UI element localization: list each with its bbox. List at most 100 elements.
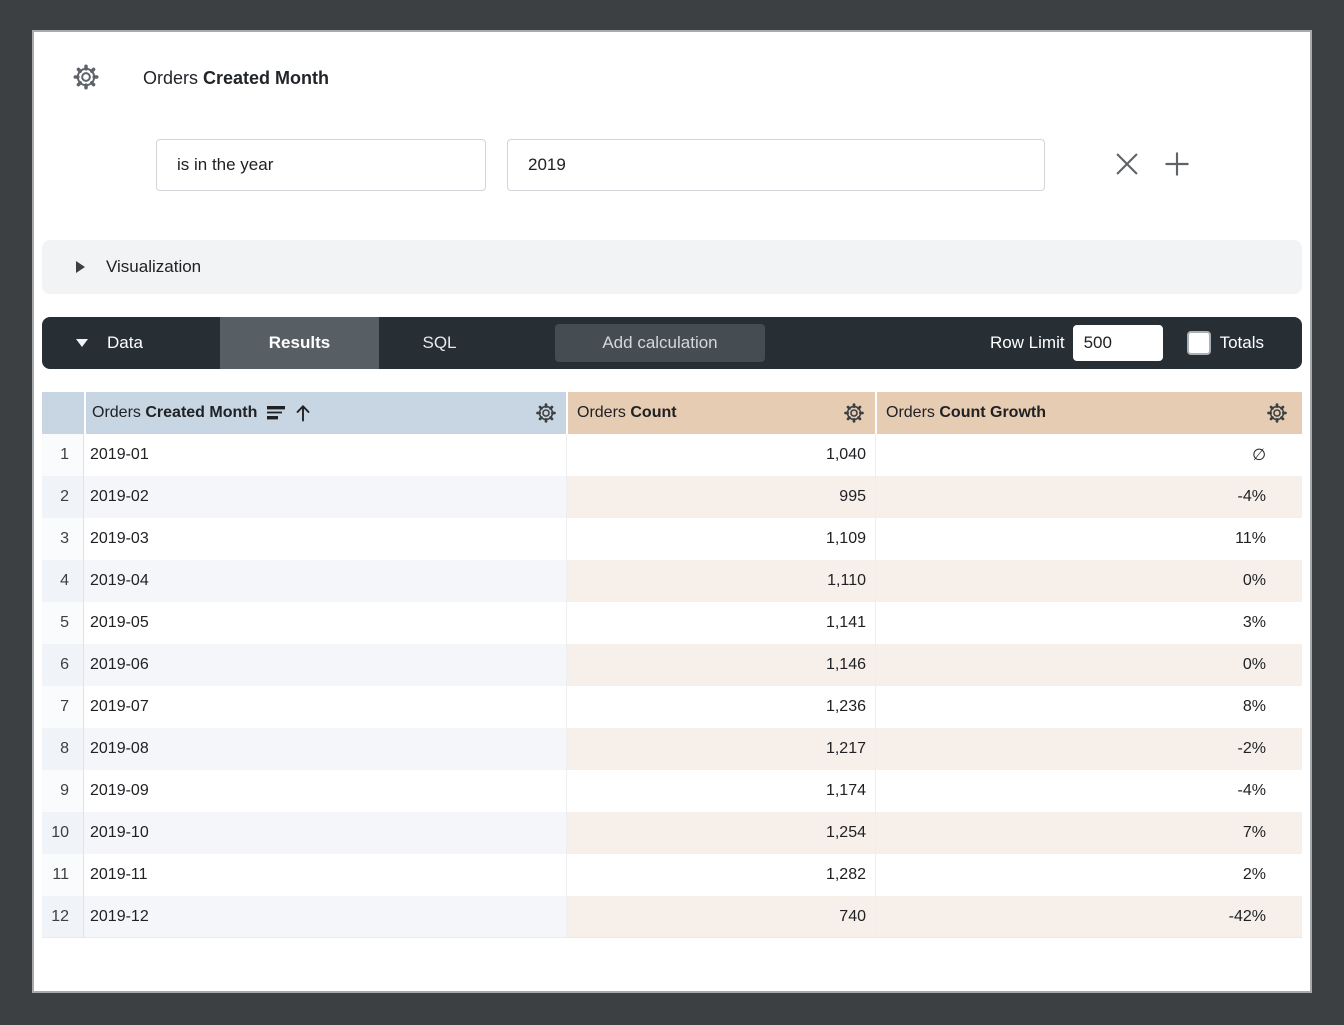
dimension-cell-month[interactable]: 2019-04 bbox=[84, 560, 566, 602]
filter-value-input[interactable]: 2019 bbox=[507, 139, 1045, 191]
measure-cell-count[interactable]: 1,109 bbox=[566, 518, 875, 560]
x-icon bbox=[1111, 148, 1143, 180]
add-filter-button[interactable] bbox=[1161, 148, 1193, 180]
explore-panel: Orders Created Month is in the year 2019… bbox=[32, 30, 1312, 993]
row-number-cell: 1 bbox=[42, 434, 84, 476]
measure-cell-count[interactable]: 1,040 bbox=[566, 434, 875, 476]
measure-cell-growth[interactable]: -2% bbox=[875, 728, 1302, 770]
measure-cell-count[interactable]: 1,110 bbox=[566, 560, 875, 602]
table-row: 7 2019-07 1,236 8% bbox=[42, 686, 1302, 728]
data-section-bar: Data Results SQL Add calculation Row Lim… bbox=[42, 317, 1302, 369]
measure-cell-count[interactable]: 1,141 bbox=[566, 602, 875, 644]
data-label: Data bbox=[107, 333, 143, 352]
data-section-toggle[interactable]: Data bbox=[76, 317, 143, 369]
measure-cell-count[interactable]: 1,146 bbox=[566, 644, 875, 686]
measure-cell-count[interactable]: 1,236 bbox=[566, 686, 875, 728]
tab-results[interactable]: Results bbox=[220, 317, 379, 369]
page-title-prefix: Orders bbox=[143, 68, 199, 88]
column-gear-icon[interactable] bbox=[1266, 402, 1288, 424]
measure-cell-growth[interactable]: 7% bbox=[875, 812, 1302, 854]
row-number-cell: 3 bbox=[42, 518, 84, 560]
measure-cell-growth[interactable]: -42% bbox=[875, 896, 1302, 938]
sort-lines-icon bbox=[266, 405, 286, 422]
measure-cell-growth[interactable]: -4% bbox=[875, 476, 1302, 518]
table-row: 9 2019-09 1,174 -4% bbox=[42, 770, 1302, 812]
row-number-cell: 2 bbox=[42, 476, 84, 518]
results-table-header: Orders Created Month Orders Count Orders… bbox=[42, 392, 1302, 434]
measure-cell-count[interactable]: 1,217 bbox=[566, 728, 875, 770]
remove-filter-button[interactable] bbox=[1111, 148, 1143, 180]
row-number-cell: 4 bbox=[42, 560, 84, 602]
column-gear-icon[interactable] bbox=[535, 402, 557, 424]
column-gear-icon[interactable] bbox=[843, 402, 865, 424]
row-number-cell: 5 bbox=[42, 602, 84, 644]
dimension-cell-month[interactable]: 2019-05 bbox=[84, 602, 566, 644]
row-number-cell: 12 bbox=[42, 896, 84, 938]
row-number-cell: 11 bbox=[42, 854, 84, 896]
dimension-cell-month[interactable]: 2019-06 bbox=[84, 644, 566, 686]
measure-cell-growth[interactable]: ∅ bbox=[875, 434, 1302, 476]
chevron-right-icon bbox=[76, 261, 85, 273]
table-row: 12 2019-12 740 -42% bbox=[42, 896, 1302, 938]
measure-cell-count[interactable]: 1,254 bbox=[566, 812, 875, 854]
measure-cell-growth[interactable]: 0% bbox=[875, 560, 1302, 602]
dimension-cell-month[interactable]: 2019-07 bbox=[84, 686, 566, 728]
measure-cell-count[interactable]: 1,174 bbox=[566, 770, 875, 812]
field-gear-icon[interactable] bbox=[72, 63, 100, 91]
totals-checkbox[interactable] bbox=[1186, 331, 1211, 355]
dimension-cell-month[interactable]: 2019-09 bbox=[84, 770, 566, 812]
dimension-cell-month[interactable]: 2019-08 bbox=[84, 728, 566, 770]
row-number-header bbox=[42, 392, 84, 434]
column-header-count-growth[interactable]: Orders Count Growth bbox=[875, 392, 1302, 434]
page-title-bold: Created Month bbox=[203, 68, 330, 88]
column-header-created-month[interactable]: Orders Created Month bbox=[84, 392, 566, 434]
measure-cell-growth[interactable]: -4% bbox=[875, 770, 1302, 812]
table-row: 8 2019-08 1,217 -2% bbox=[42, 728, 1302, 770]
table-row: 11 2019-11 1,282 2% bbox=[42, 854, 1302, 896]
table-row: 2 2019-02 995 -4% bbox=[42, 476, 1302, 518]
column-header-count[interactable]: Orders Count bbox=[566, 392, 875, 434]
measure-cell-count[interactable]: 995 bbox=[566, 476, 875, 518]
visualization-section-header[interactable]: Visualization bbox=[42, 240, 1302, 294]
results-table-body: 1 2019-01 1,040 ∅ 2 2019-02 995 -4% 3 2019-03 1,10… bbox=[42, 434, 1302, 938]
table-row: 10 2019-10 1,254 7% bbox=[42, 812, 1302, 854]
table-row: 5 2019-05 1,141 3% bbox=[42, 602, 1302, 644]
visualization-label: Visualization bbox=[106, 257, 202, 276]
measure-cell-growth[interactable]: 2% bbox=[875, 854, 1302, 896]
measure-cell-growth[interactable]: 11% bbox=[875, 518, 1302, 560]
page-title: Orders Created Month bbox=[143, 65, 329, 91]
totals-label: Totals bbox=[1219, 333, 1264, 352]
row-number-cell: 8 bbox=[42, 728, 84, 770]
tab-sql[interactable]: SQL bbox=[422, 333, 457, 352]
dimension-cell-month[interactable]: 2019-10 bbox=[84, 812, 566, 854]
column-header-label: Orders Count Growth bbox=[886, 404, 1046, 421]
table-row: 1 2019-01 1,040 ∅ bbox=[42, 434, 1302, 476]
dimension-cell-month[interactable]: 2019-03 bbox=[84, 518, 566, 560]
dimension-cell-month[interactable]: 2019-11 bbox=[84, 854, 566, 896]
measure-cell-growth[interactable]: 0% bbox=[875, 644, 1302, 686]
column-header-label: Orders Count bbox=[577, 404, 677, 421]
measure-cell-count[interactable]: 1,282 bbox=[566, 854, 875, 896]
plus-icon bbox=[1161, 148, 1193, 180]
column-header-label: Orders Created Month bbox=[92, 404, 258, 421]
table-row: 6 2019-06 1,146 0% bbox=[42, 644, 1302, 686]
row-number-cell: 9 bbox=[42, 770, 84, 812]
chevron-down-icon bbox=[76, 339, 88, 347]
row-limit-input[interactable] bbox=[1072, 325, 1163, 361]
arrow-up-icon bbox=[295, 404, 311, 422]
dimension-cell-month[interactable]: 2019-02 bbox=[84, 476, 566, 518]
measure-cell-growth[interactable]: 8% bbox=[875, 686, 1302, 728]
measure-cell-count[interactable]: 740 bbox=[566, 896, 875, 938]
row-limit-label: Row Limit bbox=[989, 333, 1065, 352]
table-row: 3 2019-03 1,109 11% bbox=[42, 518, 1302, 560]
dimension-cell-month[interactable]: 2019-01 bbox=[84, 434, 566, 476]
add-calculation-button[interactable]: Add calculation bbox=[555, 324, 765, 362]
row-number-cell: 10 bbox=[42, 812, 84, 854]
table-row: 4 2019-04 1,110 0% bbox=[42, 560, 1302, 602]
row-number-cell: 6 bbox=[42, 644, 84, 686]
results-table: Orders Created Month Orders Count Orders… bbox=[42, 392, 1302, 938]
measure-cell-growth[interactable]: 3% bbox=[875, 602, 1302, 644]
filter-condition-input[interactable]: is in the year bbox=[156, 139, 486, 191]
dimension-cell-month[interactable]: 2019-12 bbox=[84, 896, 566, 938]
row-number-cell: 7 bbox=[42, 686, 84, 728]
